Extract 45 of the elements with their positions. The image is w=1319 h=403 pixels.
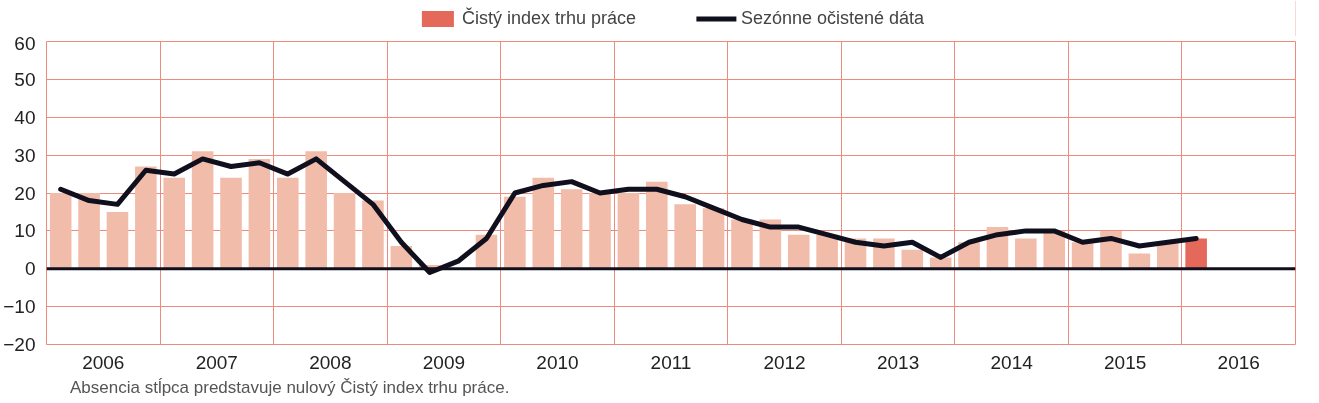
x-tick-label: 2009: [422, 351, 466, 373]
bar: [731, 219, 753, 269]
bar: [617, 193, 640, 269]
x-tick-label: 2007: [195, 351, 238, 373]
bar: [305, 151, 327, 269]
bar: [532, 177, 555, 269]
bar: [702, 208, 725, 269]
x-tick-label: 2011: [650, 351, 692, 373]
legend-label: Čistý index trhu práce: [461, 7, 636, 29]
y-tick-label: −10: [3, 296, 36, 318]
bar: [191, 151, 214, 269]
bar: [248, 158, 271, 269]
bar: [106, 211, 129, 269]
x-tick-label: 2015: [1104, 351, 1147, 373]
x-tick-label: 2013: [876, 351, 920, 373]
x-tick-label: 2008: [309, 351, 352, 373]
bar: [277, 177, 299, 269]
bar: [787, 234, 810, 269]
x-tick-label: 2006: [82, 351, 125, 373]
bar: [674, 204, 696, 269]
bar: [504, 196, 526, 269]
y-tick-label: 20: [14, 182, 36, 204]
bar: [1015, 238, 1037, 269]
bar: [589, 193, 611, 269]
y-tick-label: 0: [24, 258, 36, 280]
y-tick-label: 50: [14, 68, 36, 90]
bar: [135, 166, 157, 269]
bar: [333, 193, 356, 269]
bar: [163, 177, 186, 269]
y-tick-label: 40: [14, 106, 36, 128]
bar: [560, 189, 583, 269]
y-tick-label: −20: [3, 334, 36, 355]
bar: [220, 177, 242, 269]
bar: [78, 193, 100, 269]
bar: [49, 193, 72, 269]
y-tick-label: 30: [14, 144, 36, 166]
legend-label: Sezónne očistené dáta: [740, 7, 925, 29]
x-tick-label: 2012: [763, 351, 806, 373]
y-tick-label: 60: [14, 32, 36, 54]
x-tick-label: 2016: [1217, 351, 1260, 373]
text: Absencia stĺpca predstavuje nulový Čistý index trhu práce.: [70, 377, 510, 399]
y-tick-label: 10: [14, 220, 36, 242]
x-tick-label: 2010: [536, 351, 579, 373]
x-tick-label: 2014: [990, 351, 1034, 373]
bar: [646, 181, 668, 269]
